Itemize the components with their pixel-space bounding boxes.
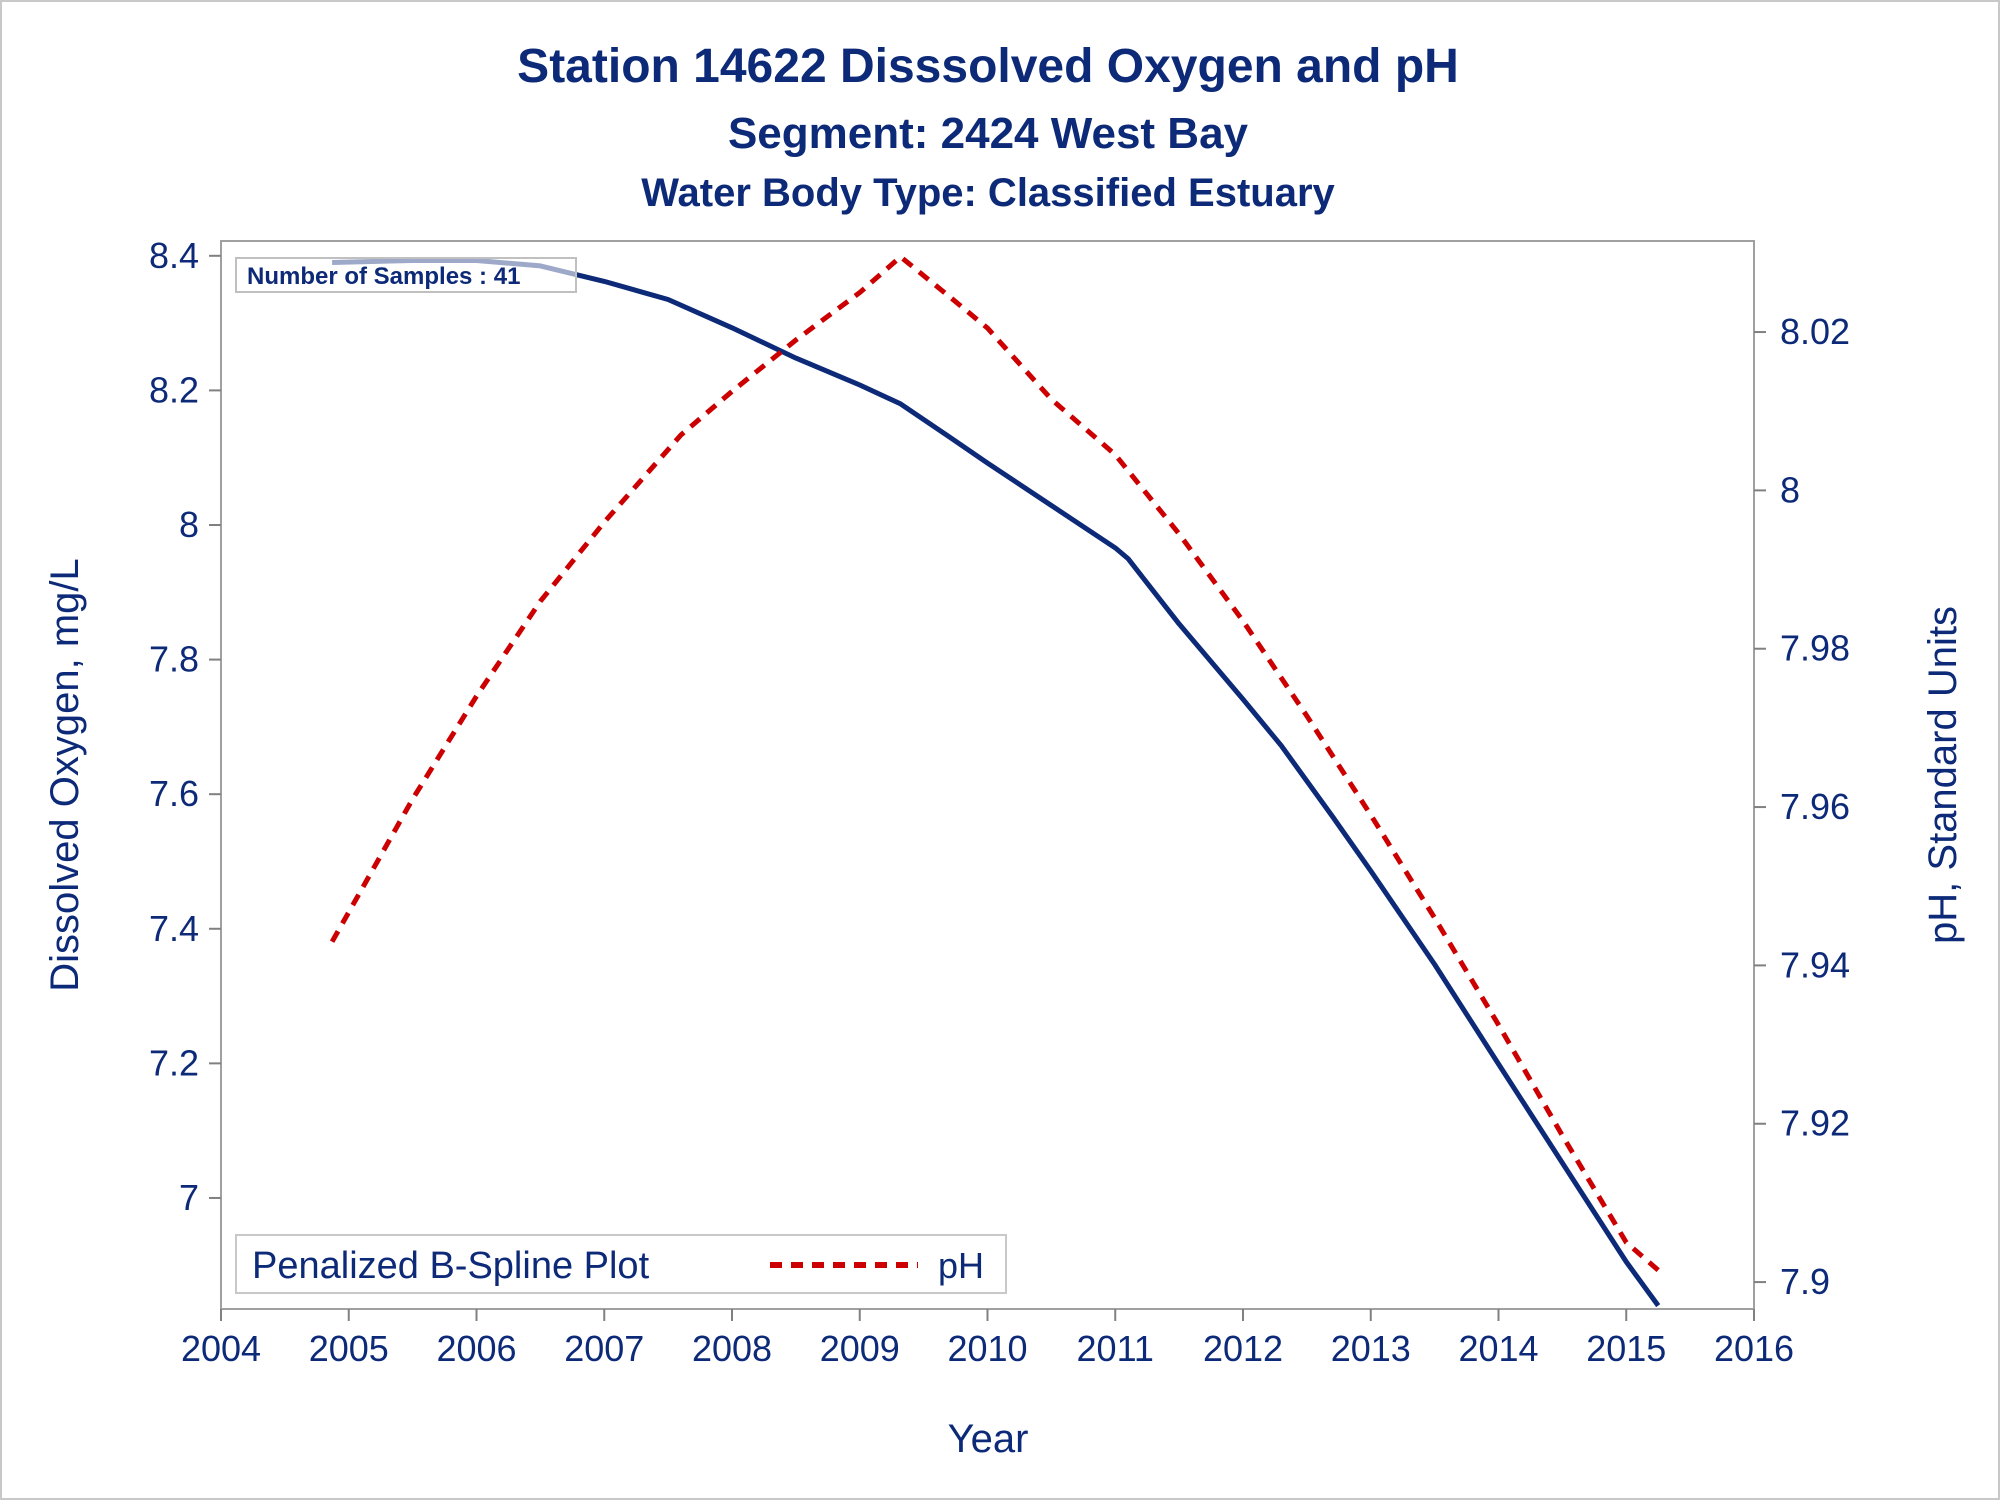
x-tick-label: 2012: [1203, 1328, 1283, 1369]
sample-count-box: Number of Samples : 41: [235, 257, 577, 293]
y2-tick-label: 8: [1780, 469, 1800, 510]
y2-tick-label: 7.9: [1780, 1261, 1830, 1302]
plot-area: [220, 240, 1755, 1310]
chart-subtitle-waterbody: Water Body Type: Classified Estuary: [641, 171, 1335, 215]
x-axis-label: Year: [948, 1417, 1029, 1461]
y-tick-label: 7.8: [149, 639, 199, 680]
y-tick-label: 8: [179, 504, 199, 545]
y-axis-right: 7.9 7.92 7.94 7.96 7.98 8 8.02: [1754, 311, 1850, 1302]
legend-title: Penalized B-Spline Plot: [252, 1245, 650, 1287]
x-tick-label: 2011: [1077, 1328, 1154, 1369]
x-tick-label: 2004: [181, 1328, 261, 1369]
y2-tick-label: 7.96: [1780, 786, 1850, 827]
x-tick-label: 2016: [1714, 1328, 1794, 1369]
y-tick-label: 7: [179, 1177, 199, 1218]
x-tick-label: 2007: [564, 1328, 644, 1369]
y2-tick-label: 8.02: [1780, 311, 1850, 352]
x-tick-label: 2009: [820, 1328, 900, 1369]
y-axis-left: 7 7.2 7.4 7.6 7.8 8 8.2 8.4: [149, 235, 221, 1218]
y2-tick-label: 7.98: [1780, 628, 1850, 669]
y-tick-label: 7.4: [149, 908, 199, 949]
x-tick-label: 2014: [1458, 1328, 1538, 1369]
dissolved-oxygen-series-line: [332, 258, 1661, 1308]
y2-tick-label: 7.94: [1780, 944, 1850, 985]
y2-axis-label: pH, Standard Units: [1921, 606, 1965, 944]
y2-tick-label: 7.92: [1780, 1103, 1850, 1144]
y-tick-label: 8.4: [149, 235, 199, 276]
sample-count-label: Number of Samples : 41: [247, 263, 520, 290]
x-tick-label: 2006: [436, 1328, 516, 1369]
x-tick-label: 2010: [947, 1328, 1027, 1369]
x-tick-label: 2005: [309, 1328, 389, 1369]
y-tick-label: 7.6: [149, 773, 199, 814]
x-tick-label: 2015: [1586, 1328, 1666, 1369]
x-tick-label: 2013: [1331, 1328, 1411, 1369]
y-tick-label: 8.2: [149, 369, 199, 410]
chart-title: Station 14622 Disssolved Oxygen and pH: [517, 40, 1459, 93]
chart-subtitle-segment: Segment: 2424 West Bay: [728, 109, 1249, 158]
x-axis: 2004 2005 2006 2007 2008 2009 2010 2011 2012 2013…: [181, 1309, 1794, 1369]
legend: Penalized B-Spline Plot pH: [235, 1234, 1007, 1294]
ph-series-line: [329, 254, 1660, 1273]
y-axis-label: Dissolved Oxygen, mg/L: [43, 558, 87, 992]
y-tick-label: 7.2: [149, 1042, 199, 1083]
series-layer: [329, 254, 1661, 1308]
x-tick-label: 2008: [692, 1328, 772, 1369]
legend-label-ph: pH: [938, 1245, 984, 1286]
